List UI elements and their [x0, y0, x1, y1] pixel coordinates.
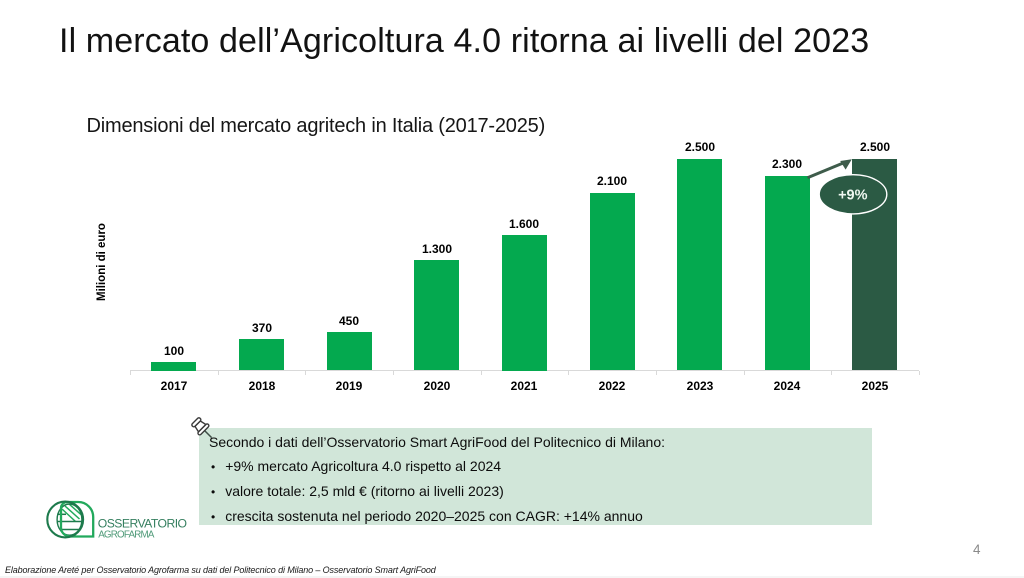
svg-text:AGROFARMA: AGROFARMA	[98, 530, 155, 541]
svg-text:OSSERVATORIO: OSSERVATORIO	[98, 517, 187, 531]
svg-text:+9%: +9%	[838, 188, 868, 204]
